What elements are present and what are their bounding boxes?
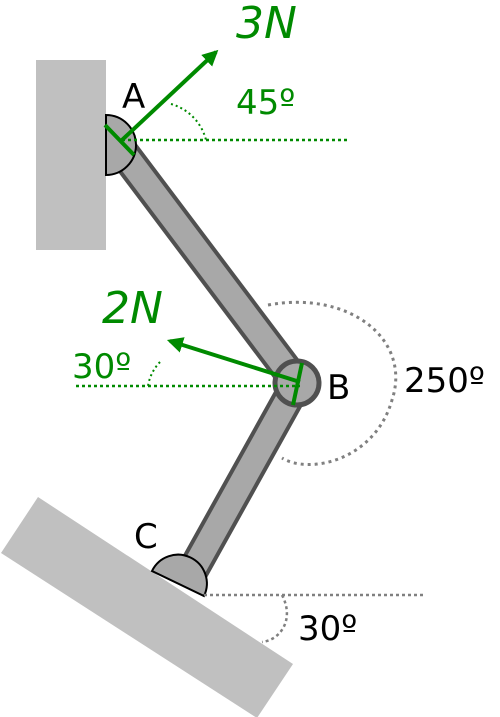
point-label-a: A <box>122 77 145 117</box>
tick-a <box>103 123 136 157</box>
force-magnitude-a: 3N <box>236 0 297 49</box>
link-ab <box>111 140 309 395</box>
point-label-b: B <box>327 368 350 408</box>
pin-joint-c <box>150 553 208 598</box>
tick-b <box>291 362 304 406</box>
angle-arc-joint-b <box>267 300 398 466</box>
angle-arc-c <box>261 594 289 644</box>
angle-arc-b <box>147 361 161 387</box>
force-arrow-a <box>120 49 219 142</box>
ground-angle-c: 30º <box>298 609 357 649</box>
link-bc <box>181 371 309 582</box>
point-label-c: C <box>134 517 158 557</box>
force-angle-a: 45º <box>236 83 295 123</box>
wall-support-a <box>36 60 106 250</box>
ground-support-c <box>1 497 293 717</box>
pin-joint-a <box>105 113 137 177</box>
force-arrow-b <box>166 337 301 384</box>
force-angle-b: 30º <box>72 347 131 387</box>
joint-angle-b: 250º <box>404 361 485 401</box>
angle-arc-a <box>170 103 207 141</box>
force-magnitude-b: 2N <box>102 283 163 334</box>
